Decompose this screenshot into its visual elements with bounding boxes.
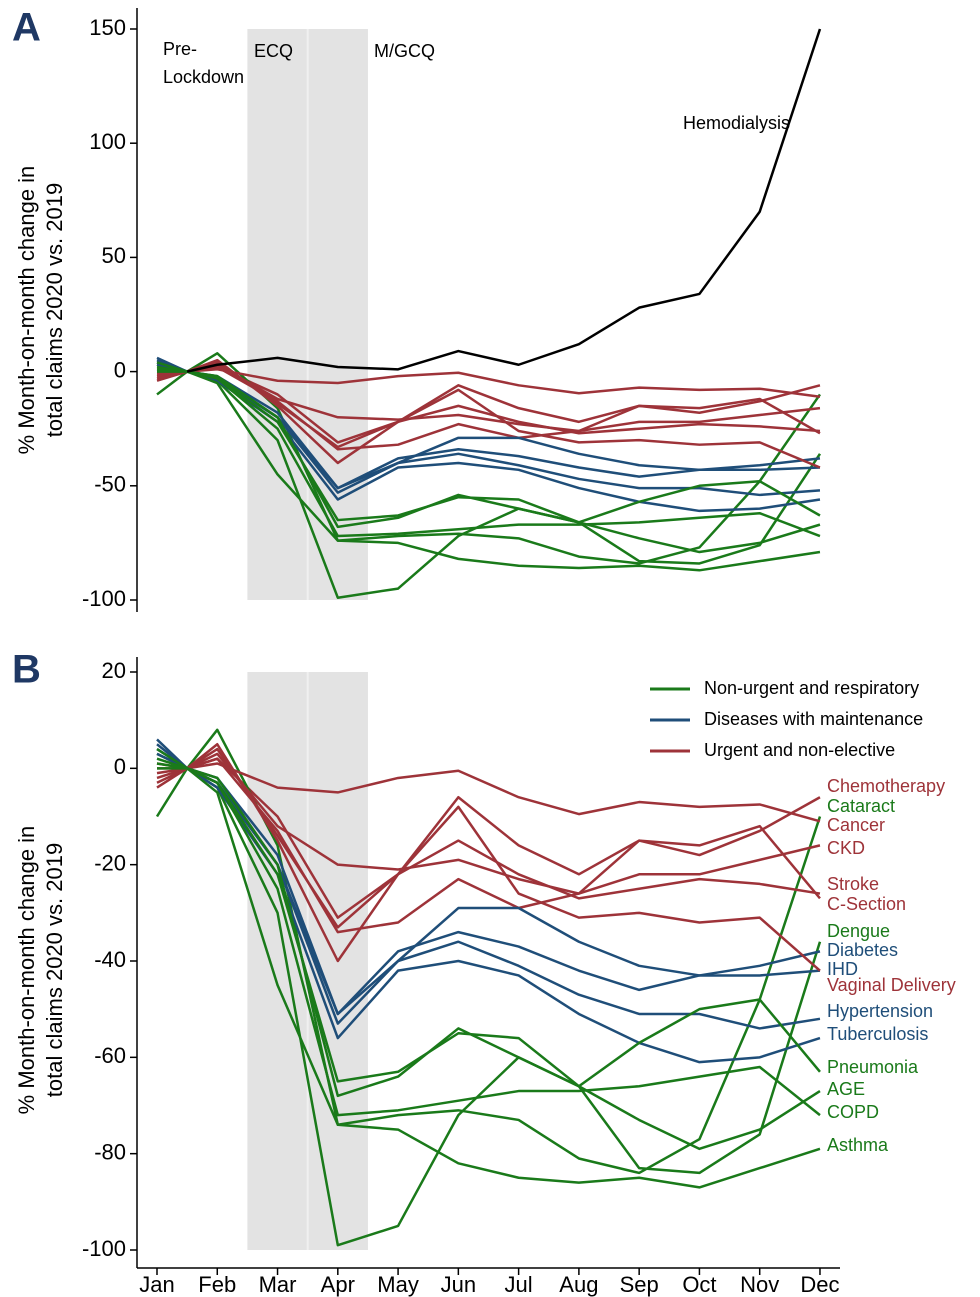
legend-label: Diseases with maintenance — [704, 709, 923, 729]
x-tick-label: Jun — [441, 1272, 476, 1297]
y-tick-label: -50 — [94, 472, 126, 497]
series-line — [155, 728, 822, 1175]
series-line — [156, 748, 821, 1189]
x-tick-label: Aug — [559, 1272, 598, 1297]
x-tick-label: Jan — [139, 1272, 174, 1297]
legend-label: Non-urgent and respiratory — [704, 678, 919, 698]
y-tick-label: 0 — [114, 357, 126, 382]
series-label: Diabetes — [827, 940, 898, 960]
x-tick-label: Apr — [321, 1272, 355, 1297]
y-tick-label: -100 — [82, 586, 126, 611]
series-label: Vaginal Delivery — [827, 975, 956, 995]
series-label: Cataract — [827, 796, 895, 816]
series-line — [156, 358, 821, 469]
series-label: Tuberculosis — [827, 1024, 928, 1044]
annotation: M/GCQ — [374, 41, 435, 61]
series-label: COPD — [827, 1102, 879, 1122]
x-tick-label: Dec — [800, 1272, 839, 1297]
series-line — [156, 361, 821, 449]
annotation: Pre- — [163, 39, 197, 59]
series-line — [156, 743, 821, 972]
series-line — [156, 352, 821, 565]
x-tick-label: Feb — [198, 1272, 236, 1297]
series-line — [156, 752, 821, 895]
x-tick-label: Oct — [682, 1272, 716, 1297]
y-tick-label: -100 — [82, 1236, 126, 1261]
y-axis-label: % Month-on-month change in — [14, 166, 39, 455]
series-label: Cancer — [827, 815, 885, 835]
y-axis-label: % Month-on-month change in — [14, 826, 39, 1115]
annotation: Hemodialysis — [683, 113, 790, 133]
series-label: Dengue — [827, 921, 890, 941]
series-line — [156, 747, 821, 929]
y-tick-label: 0 — [114, 754, 126, 779]
y-tick-label: -60 — [94, 1043, 126, 1068]
panel-letter: A — [12, 6, 41, 50]
y-axis-label: total claims 2020 vs. 2019 — [42, 843, 67, 1097]
series-line — [156, 752, 821, 1064]
series-label: IHD — [827, 959, 858, 979]
series-line — [157, 370, 821, 538]
series-line — [156, 368, 821, 398]
series-line — [157, 767, 821, 1117]
series-label: CKD — [827, 838, 865, 858]
series-line — [156, 368, 821, 554]
x-tick-label: Mar — [259, 1272, 297, 1297]
series-line — [156, 762, 821, 1151]
y-tick-label: -40 — [94, 947, 126, 972]
series-label: C-Section — [827, 894, 906, 914]
series-label: Chemotherapy — [827, 776, 945, 796]
annotation: ECQ — [254, 41, 293, 61]
series-line — [186, 28, 822, 373]
annotation: Lockdown — [163, 67, 244, 87]
x-tick-label: May — [377, 1272, 419, 1297]
panel-letter: B — [12, 648, 41, 692]
legend-label: Urgent and non-elective — [704, 740, 895, 760]
y-tick-label: -80 — [94, 1139, 126, 1164]
series-label: Pneumonia — [827, 1057, 919, 1077]
series-label: Stroke — [827, 874, 879, 894]
series-line — [157, 757, 821, 934]
y-tick-label: 20 — [102, 658, 126, 683]
y-tick-label: -20 — [94, 850, 126, 875]
series-label: AGE — [827, 1079, 865, 1099]
series-line — [156, 363, 821, 513]
series-label: Asthma — [827, 1135, 889, 1155]
y-tick-label: 150 — [89, 15, 126, 40]
x-tick-label: Nov — [740, 1272, 779, 1297]
series-line — [157, 365, 821, 451]
series-line — [156, 361, 821, 572]
y-axis-label: total claims 2020 vs. 2019 — [42, 183, 67, 437]
y-tick-label: 50 — [102, 243, 126, 268]
y-tick-label: 100 — [89, 129, 126, 154]
x-tick-label: Jul — [505, 1272, 533, 1297]
x-tick-label: Sep — [620, 1272, 659, 1297]
series-label: Hypertension — [827, 1001, 933, 1021]
series-line — [156, 762, 821, 823]
